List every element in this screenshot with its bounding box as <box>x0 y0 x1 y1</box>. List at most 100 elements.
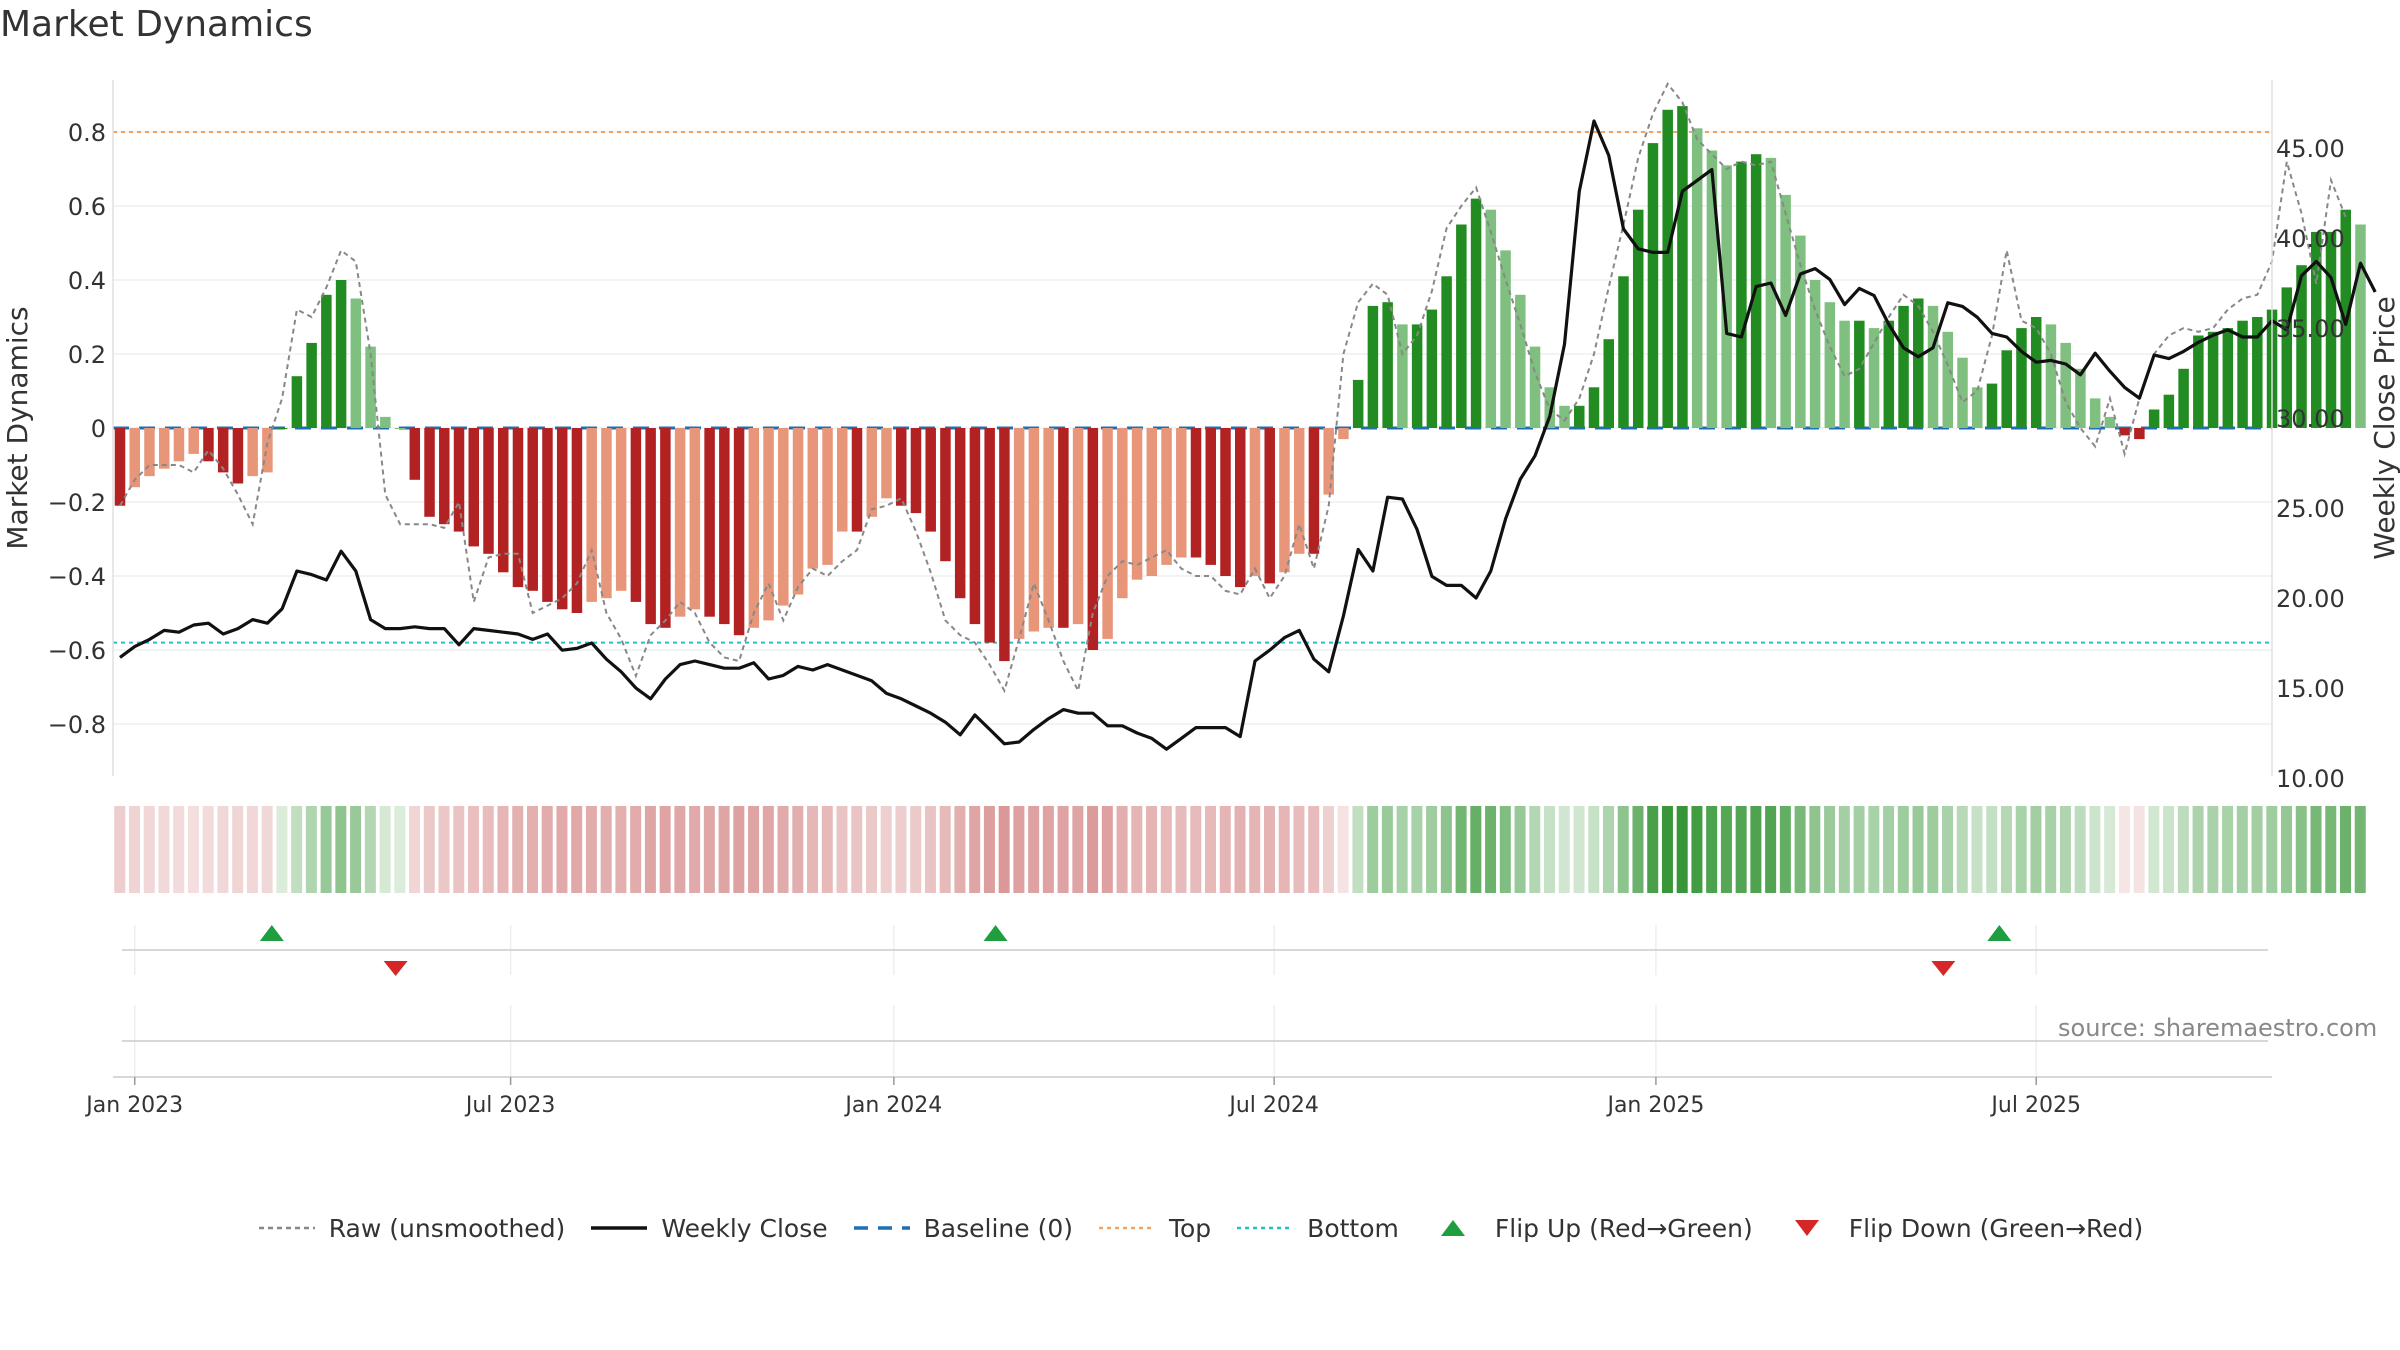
heat-cell <box>1101 806 1113 893</box>
heat-cell <box>703 806 715 893</box>
dynamics-bar <box>954 428 966 599</box>
dynamics-bar <box>2296 265 2307 428</box>
heat-cell <box>276 806 288 893</box>
chart-title: Market Dynamics <box>0 4 313 45</box>
dynamics-bar <box>2001 350 2012 428</box>
dynamics-bar <box>1957 357 1968 428</box>
dynamics-bar <box>380 416 391 428</box>
y2-tick-label: 45.00 <box>2276 135 2345 163</box>
dynamics-bar <box>1706 150 1718 428</box>
dynamics-bar <box>1338 428 1349 440</box>
y-axis-title: Market Dynamics <box>1 306 34 549</box>
heat-cell <box>187 806 199 893</box>
heat-cell <box>2354 806 2366 893</box>
heat-cell <box>836 806 848 893</box>
heat-cell <box>1779 806 1791 893</box>
dynamics-bar <box>895 428 907 506</box>
dynamics-bar <box>778 428 789 606</box>
heat-cell <box>718 806 730 893</box>
dynamics-bar <box>1043 428 1054 628</box>
heat-cell <box>1499 806 1511 893</box>
heat-cell <box>1205 806 1217 893</box>
dynamics-bar <box>1942 331 1954 428</box>
heat-cell <box>2236 806 2248 893</box>
legend-label: Baseline (0) <box>923 1213 1073 1243</box>
heat-cell <box>1352 806 1364 893</box>
heat-strip <box>114 806 2366 893</box>
heat-cell <box>350 806 362 893</box>
legend: Raw (unsmoothed) Weekly Close Baseline (0)… <box>0 1208 2400 1248</box>
dotted-orange-line-icon <box>1098 1226 1155 1230</box>
dynamics-bar <box>1485 209 1497 428</box>
y-tick-label: −0.4 <box>48 563 106 591</box>
dynamics-bar <box>674 428 686 617</box>
heat-cell <box>364 806 376 893</box>
heat-cell <box>541 806 553 893</box>
heat-cell <box>1293 806 1305 893</box>
heat-cell <box>2281 806 2293 893</box>
heat-cell <box>1558 806 1570 893</box>
dynamics-bar <box>733 428 745 636</box>
heat-cell <box>217 806 229 893</box>
dynamics-bar <box>321 294 332 428</box>
dynamics-bar <box>1971 387 1983 428</box>
dynamics-bar <box>1913 298 1924 428</box>
heat-cell <box>1426 806 1438 893</box>
x-tick-label: Jan 2024 <box>843 1093 942 1118</box>
heat-cell <box>497 806 509 893</box>
x-tick-label: Jul 2025 <box>1989 1093 2081 1118</box>
dynamics-bar <box>645 428 656 625</box>
y-tick-label: 0.8 <box>68 119 106 147</box>
dynamics-bar <box>2104 416 2116 428</box>
heat-cell <box>1794 806 1806 893</box>
dynamics-bar <box>1367 305 1379 428</box>
dynamics-bar <box>1117 428 1128 599</box>
heat-cell <box>1853 806 1865 893</box>
y-tick-label: 0.2 <box>68 341 106 369</box>
heat-cell <box>1691 806 1703 893</box>
dynamics-bar <box>453 428 465 532</box>
dynamics-bar <box>1824 302 1836 428</box>
heat-cell <box>1868 806 1880 893</box>
dynamics-bar <box>2045 324 2057 428</box>
dynamics-bar <box>394 428 406 429</box>
heat-cell <box>630 806 642 893</box>
heat-cell <box>305 806 317 893</box>
y2-tick-label: 35.00 <box>2276 315 2345 343</box>
dynamics-bar <box>999 428 1010 662</box>
dynamics-bar <box>704 428 715 617</box>
heat-cell <box>1956 806 1968 893</box>
dynamics-bar <box>158 428 170 469</box>
flip-up-marker <box>1987 925 2012 941</box>
dynamics-bar <box>2237 320 2248 428</box>
heat-cell <box>2325 806 2337 893</box>
dynamics-bar <box>1588 387 1600 428</box>
dynamics-bar <box>1809 280 1821 428</box>
dynamics-bars <box>114 106 2366 662</box>
dynamics-bar <box>188 428 199 454</box>
dynamics-bar <box>866 428 877 517</box>
heat-cell <box>1367 806 1379 893</box>
flip-up-marker <box>983 925 1008 941</box>
flip-down-marker <box>383 961 408 976</box>
heat-cell <box>1529 806 1541 893</box>
heat-cell <box>2148 806 2160 893</box>
heat-cell <box>571 806 583 893</box>
heat-cell <box>821 806 833 893</box>
raw-unsmoothed-line <box>119 82 2347 694</box>
dynamics-bar <box>1411 324 1423 428</box>
heat-cell <box>261 806 273 893</box>
legend-label: Top <box>1168 1213 1212 1243</box>
heat-cell <box>659 806 671 893</box>
dynamics-bar <box>1559 405 1570 428</box>
green-up-triangle-icon <box>1440 1220 1465 1236</box>
heat-cell <box>2177 806 2189 893</box>
heat-cell <box>394 806 406 893</box>
heat-cell <box>939 806 951 893</box>
heat-cell <box>379 806 391 893</box>
heat-cell <box>1381 806 1393 893</box>
dynamics-bar <box>1190 428 1202 558</box>
y-tick-label: 0.4 <box>68 267 106 295</box>
dynamics-bar <box>2193 335 2204 428</box>
y-tick-label: 0 <box>91 415 106 443</box>
